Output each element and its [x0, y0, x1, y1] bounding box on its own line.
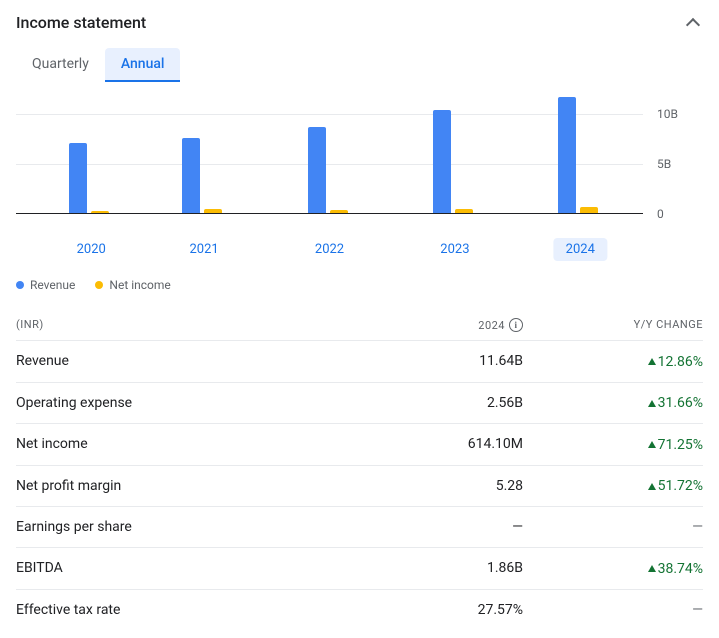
row-value: 2.56B: [343, 395, 523, 411]
row-value: 11.64B: [343, 353, 523, 369]
table-header-row: (INR) 2024 i Y/Y CHANGE: [16, 310, 703, 340]
chart-legend: Revenue Net income: [16, 278, 703, 292]
bar-net-income[interactable]: [330, 210, 348, 213]
chart-xlabel[interactable]: 2022: [303, 238, 356, 261]
row-change: 12.86%: [523, 353, 703, 370]
bar-revenue[interactable]: [182, 138, 200, 213]
row-change: 38.74%: [523, 560, 703, 577]
legend-swatch: [95, 281, 103, 289]
bar-revenue[interactable]: [69, 143, 87, 213]
legend-swatch: [16, 281, 24, 289]
arrow-up-icon: [648, 483, 656, 490]
row-value: 27.57%: [343, 602, 523, 618]
table-row[interactable]: Operating expense2.56B31.66%: [16, 382, 703, 424]
bar-group[interactable]: [558, 97, 602, 213]
chart-ylabel: 10B: [647, 107, 703, 121]
table-row[interactable]: Effective tax rate27.57%—: [16, 589, 703, 630]
row-value: 5.28: [343, 478, 523, 494]
table-row[interactable]: Net profit margin5.2851.72%: [16, 465, 703, 507]
bar-group[interactable]: [433, 110, 477, 213]
chart-xlabel[interactable]: 2020: [65, 238, 118, 261]
table-row[interactable]: Net income614.10M71.25%: [16, 423, 703, 465]
tab-quarterly[interactable]: Quarterly: [16, 48, 105, 82]
chart-plot: [16, 94, 643, 214]
row-label: Net profit margin: [16, 478, 343, 494]
row-value: 1.86B: [343, 560, 523, 576]
arrow-up-icon: [648, 400, 656, 407]
legend-item-netincome: Net income: [95, 278, 170, 292]
currency-label: (INR): [16, 318, 343, 332]
row-label: Earnings per share: [16, 519, 343, 535]
legend-item-revenue: Revenue: [16, 278, 75, 292]
income-statement-panel: Income statement Quarterly Annual 202020…: [0, 0, 719, 638]
arrow-up-icon: [648, 358, 656, 365]
bar-group[interactable]: [69, 143, 113, 213]
panel-header[interactable]: Income statement: [16, 0, 703, 44]
bar-revenue[interactable]: [558, 97, 576, 213]
panel-title: Income statement: [16, 13, 146, 32]
table-row[interactable]: Earnings per share——: [16, 506, 703, 547]
row-change: 31.66%: [523, 395, 703, 412]
bar-chart: 20202021202220232024 05B10B: [16, 94, 703, 234]
table-row[interactable]: EBITDA1.86B38.74%: [16, 547, 703, 589]
row-label: Revenue: [16, 353, 343, 369]
row-change: 51.72%: [523, 478, 703, 495]
change-column-header: Y/Y CHANGE: [523, 318, 703, 332]
bar-revenue[interactable]: [433, 110, 451, 213]
chart-gridline: [16, 114, 643, 115]
legend-label: Net income: [109, 278, 170, 292]
bar-net-income[interactable]: [91, 211, 109, 213]
chart-xaxis: 2020 2021 2022 2023 2024: [16, 238, 643, 266]
legend-label: Revenue: [30, 278, 75, 292]
period-tabs: Quarterly Annual: [16, 48, 703, 82]
row-change: 71.25%: [523, 436, 703, 453]
bar-net-income[interactable]: [455, 209, 473, 213]
bar-net-income[interactable]: [204, 209, 222, 213]
value-column-header: 2024 i: [343, 318, 523, 332]
arrow-up-icon: [648, 565, 656, 572]
chart-ylabel: 0: [647, 207, 703, 221]
chart-xlabel[interactable]: 2021: [177, 238, 230, 261]
table-body: Revenue11.64B12.86%Operating expense2.56…: [16, 340, 703, 630]
bar-net-income[interactable]: [580, 207, 598, 213]
row-value: —: [343, 519, 523, 535]
row-label: Effective tax rate: [16, 602, 343, 618]
row-label: EBITDA: [16, 560, 343, 576]
chart-xlabel[interactable]: 2024: [554, 238, 607, 261]
row-value: 614.10M: [343, 436, 523, 452]
bar-group[interactable]: [182, 138, 226, 213]
row-change: —: [523, 519, 703, 535]
collapse-icon[interactable]: [683, 12, 703, 32]
chart-xlabel[interactable]: 2023: [428, 238, 481, 261]
bar-revenue[interactable]: [308, 127, 326, 213]
table-row[interactable]: Revenue11.64B12.86%: [16, 340, 703, 382]
row-change: —: [523, 602, 703, 618]
row-label: Operating expense: [16, 395, 343, 411]
chart-ylabel: 5B: [647, 157, 703, 171]
info-icon[interactable]: i: [509, 318, 523, 332]
tab-annual[interactable]: Annual: [105, 48, 181, 82]
arrow-up-icon: [648, 441, 656, 448]
bar-group[interactable]: [308, 127, 352, 213]
row-label: Net income: [16, 436, 343, 452]
